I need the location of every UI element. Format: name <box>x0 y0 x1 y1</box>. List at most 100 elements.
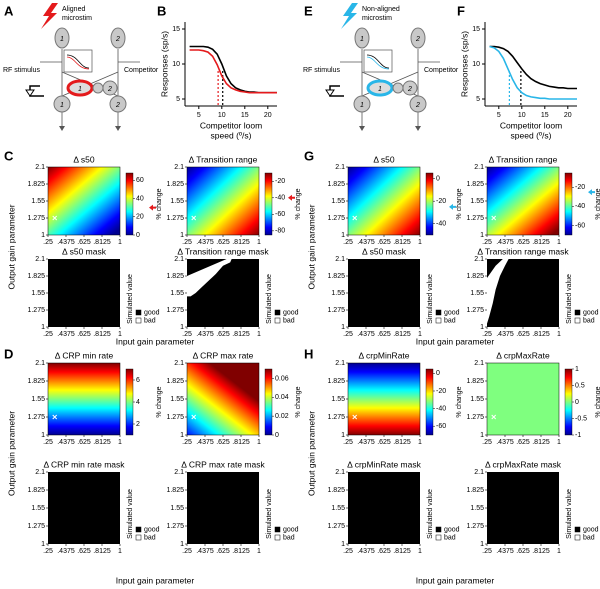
y-tick-label: 1.275 <box>27 307 45 314</box>
legend-bad <box>574 534 581 541</box>
legend-label: bad <box>283 317 295 324</box>
x-tick-label: .8125 <box>93 548 111 555</box>
colorbar-tick-label: -0.5 <box>575 415 587 422</box>
y-tick-label: 1.55 <box>170 290 184 297</box>
sim-label: Simulated value <box>127 274 134 324</box>
colorbar-tick-label: 6 <box>136 377 140 384</box>
y-tick-label: 1 <box>180 232 184 239</box>
colorbar-tick-label: 60 <box>136 177 144 184</box>
x-tick-label: .4375 <box>496 331 514 338</box>
start-marker <box>191 414 197 420</box>
colorbar-tick-label: 0.06 <box>275 375 289 382</box>
y-tick-label: 1.825 <box>327 181 345 188</box>
y-tick-label: 2.1 <box>474 469 484 476</box>
inset-curve <box>66 56 90 70</box>
x-tick-label: .4375 <box>57 331 75 338</box>
colorbar-tick-label: -1 <box>575 432 581 439</box>
colorbar <box>125 172 134 236</box>
y-tick-label: 1.825 <box>327 487 345 494</box>
y-tick-label: 2.1 <box>174 360 184 367</box>
x-tick-label: 20 <box>264 112 272 119</box>
x-tick-label: .25 <box>43 548 53 555</box>
y-tick-label: 1.55 <box>331 505 345 512</box>
legend-bad <box>274 317 281 324</box>
y-tick-label: 1.825 <box>466 181 484 188</box>
y-tick-label: 1.55 <box>170 396 184 403</box>
unit-label: 1 <box>60 102 64 109</box>
x-tick-label: .8125 <box>93 239 111 246</box>
colorbar-tick-label: 0 <box>436 175 440 182</box>
stim-label: Non-aligned <box>362 6 400 13</box>
x-tick-label: 1 <box>257 239 261 246</box>
x-tick-label: .4375 <box>57 548 75 555</box>
x-tick-label: .25 <box>182 548 192 555</box>
y-tick-label: 1.55 <box>470 396 484 403</box>
x-tick-label: 1 <box>418 331 422 338</box>
x-axis-label: Competitor loom <box>500 120 562 130</box>
y-tick-label: 1.275 <box>166 523 184 530</box>
x-axis-label: Input gain parameter <box>416 336 495 346</box>
colorbar <box>264 172 273 236</box>
map-title: Δ s50 mask <box>62 246 107 256</box>
x-tick-label: .25 <box>343 239 353 246</box>
colorbar-label: % change <box>156 386 163 417</box>
colorbar <box>564 172 573 236</box>
heatmap <box>347 166 421 236</box>
y-tick-label: 5 <box>176 96 180 103</box>
colorbar-label: % change <box>456 188 463 219</box>
unit-label: 1 <box>78 86 82 93</box>
map-title: Δ crpMinRate mask <box>347 459 421 469</box>
x-tick-label: .4375 <box>57 239 75 246</box>
x-tick-label: .625 <box>77 439 91 446</box>
colorbar <box>425 172 434 236</box>
stim-label: microstim <box>362 15 392 22</box>
y-tick-label: 5 <box>476 96 480 103</box>
colorbar-tick-label: -80 <box>275 228 285 235</box>
response-curve <box>189 49 277 94</box>
x-tick-label: 1 <box>257 439 261 446</box>
panel-letter: E <box>304 3 313 18</box>
legend-good <box>435 309 442 316</box>
y-axis-label: Responses (sp/s) <box>159 31 169 97</box>
mask-map <box>187 259 259 327</box>
x-tick-label: 10 <box>218 112 226 119</box>
x-tick-label: .8125 <box>393 439 411 446</box>
heatmap <box>47 362 121 436</box>
legend-good <box>274 309 281 316</box>
y-tick-label: 1 <box>480 541 484 548</box>
y-tick-label: 1.55 <box>31 198 45 205</box>
x-tick-label: 1 <box>557 331 561 338</box>
unit <box>402 80 418 96</box>
x-tick-label: .8125 <box>532 331 550 338</box>
heatmap <box>186 362 260 436</box>
start-marker <box>491 414 497 420</box>
circuit-diagram: E Non-aligned microstim RF stimulus Competit… <box>303 3 459 131</box>
y-tick-label: 1.825 <box>327 378 345 385</box>
x-tick-label: .25 <box>482 239 492 246</box>
y-tick-label: 1.275 <box>166 215 184 222</box>
y-tick-label: 1 <box>480 232 484 239</box>
y-tick-label: 1 <box>41 324 45 331</box>
colorbar-tick-label: 4 <box>136 399 140 406</box>
input-unit <box>54 27 70 49</box>
x-tick-label: 1 <box>118 239 122 246</box>
map-title: Δ CRP min rate mask <box>43 459 125 469</box>
arrowhead <box>325 89 335 97</box>
rf-label: RF stimulus <box>303 67 340 74</box>
start-marker <box>352 215 358 221</box>
arrowhead <box>25 89 35 97</box>
y-tick-label: 1.275 <box>327 523 345 530</box>
y-tick-label: 2.1 <box>335 256 345 263</box>
x-tick-label: .25 <box>343 548 353 555</box>
x-axis-label: speed (º/s) <box>511 130 552 140</box>
x-tick-label: .4375 <box>196 439 214 446</box>
circuit-diagram: A Aligned microstim RF stimulus Competitor 1 1… <box>3 3 159 131</box>
x-tick-label: .625 <box>77 239 91 246</box>
legend-good <box>574 526 581 533</box>
y-tick-label: 1.55 <box>331 396 345 403</box>
y-tick-label: 1 <box>480 324 484 331</box>
legend-label: bad <box>444 534 456 541</box>
x-tick-label: 5 <box>197 112 201 119</box>
x-tick-label: .8125 <box>232 331 250 338</box>
unit-label: 2 <box>115 102 120 109</box>
